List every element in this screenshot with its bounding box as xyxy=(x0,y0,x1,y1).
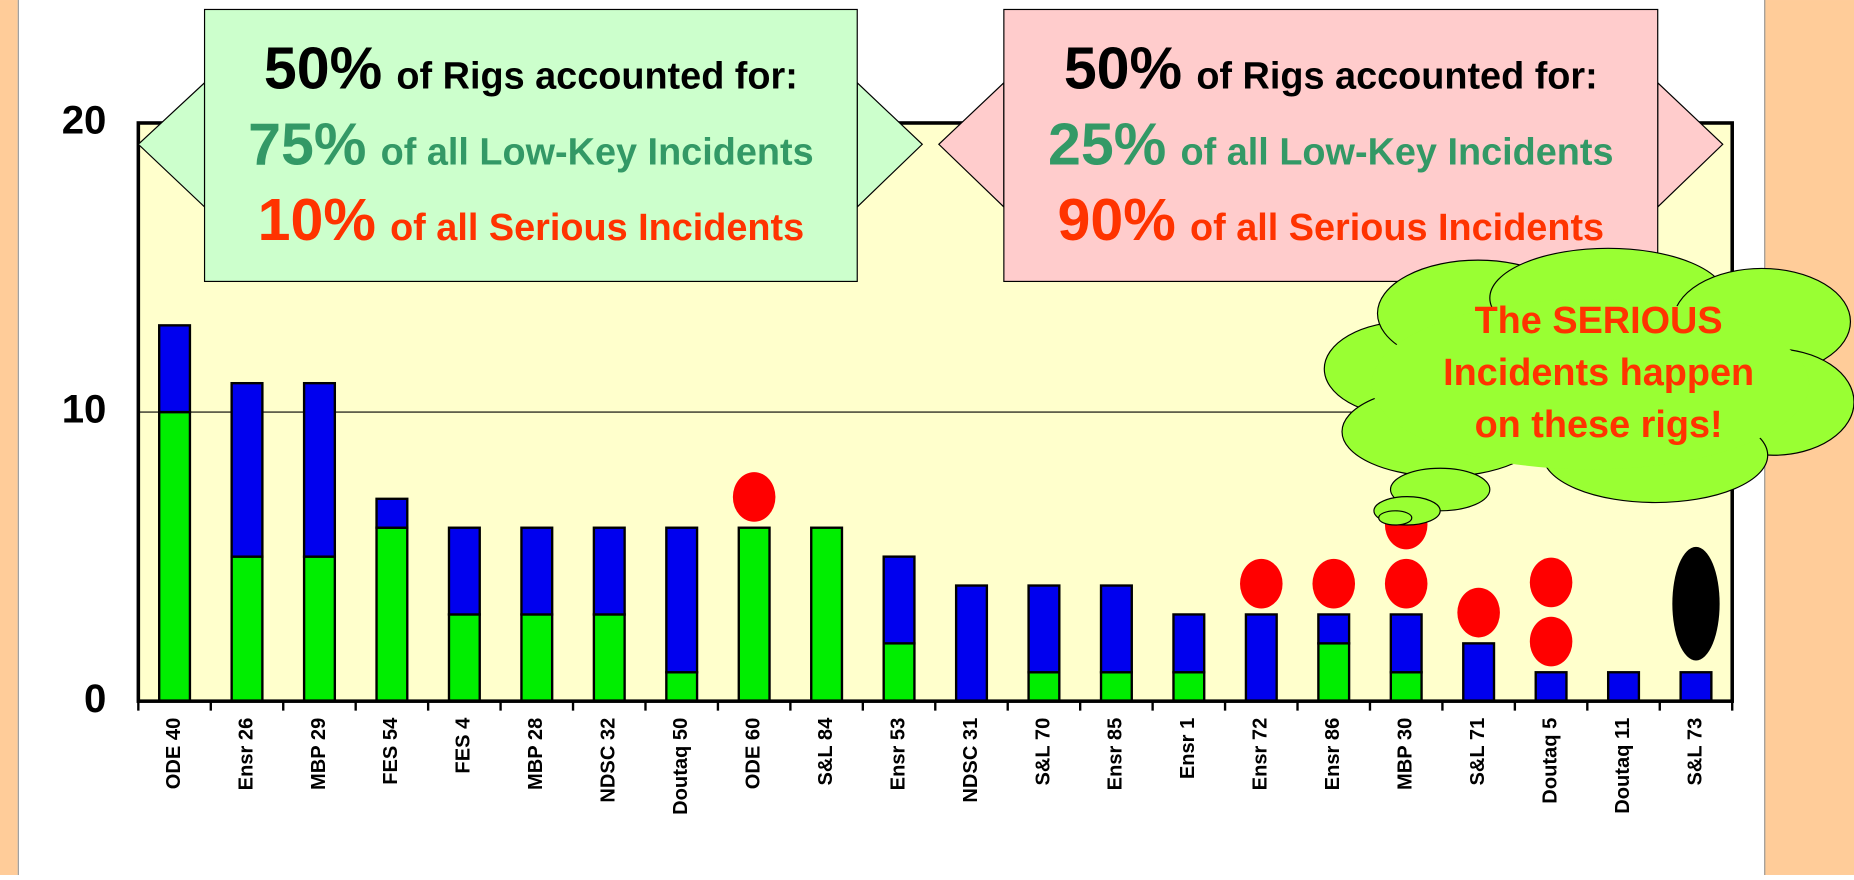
bar-segment xyxy=(1029,672,1060,701)
callout: 50% of Rigs accounted for: 75% of all Low-K… xyxy=(138,9,922,281)
cloud-bubble xyxy=(1379,511,1412,525)
side-strip-edge xyxy=(18,0,19,875)
serious-marker xyxy=(1385,559,1428,609)
cloud-line: on these rigs! xyxy=(1475,404,1723,446)
bar-segment xyxy=(594,614,625,701)
callout-text: of all Low-Key Incidents xyxy=(381,131,814,173)
bar-segment xyxy=(884,643,915,701)
y-tick-label: 20 xyxy=(62,98,107,143)
callout-text: of Rigs accounted for: xyxy=(1196,56,1597,98)
bar-segment xyxy=(449,528,480,615)
bar-segment xyxy=(521,528,552,615)
callout: 50% of Rigs accounted for: 25% of all Low-K… xyxy=(939,9,1723,281)
bar-segment xyxy=(377,528,408,701)
bar-segment xyxy=(1536,672,1567,701)
x-tick-label: NDSC 32 xyxy=(598,718,620,803)
bar-segment xyxy=(666,672,697,701)
serious-marker xyxy=(733,472,776,522)
x-tick-label: Ensr 1 xyxy=(1177,718,1199,779)
callout-text: of all Serious Incidents xyxy=(1190,207,1604,249)
bar-segment xyxy=(1318,614,1349,643)
bar-segment xyxy=(666,528,697,673)
serious-marker xyxy=(1530,558,1573,608)
x-tick-label: Ensr 86 xyxy=(1322,718,1344,791)
bar-segment xyxy=(1391,614,1422,672)
callout-percent: 50% xyxy=(264,35,382,102)
cloud-line: Incidents happen xyxy=(1443,352,1754,394)
bar-segment xyxy=(159,412,190,701)
x-tick-label: Ensr 53 xyxy=(887,718,909,791)
bar-segment xyxy=(449,614,480,701)
x-tick-label: S&L 71 xyxy=(1467,718,1489,786)
cloud-text: The SERIOUS Incidents happen on these rigs… xyxy=(1443,300,1754,446)
bar-segment xyxy=(1608,672,1639,701)
bar-segment xyxy=(594,528,625,615)
bar-segment xyxy=(739,528,770,701)
x-tick-label: NDSC 31 xyxy=(960,718,982,803)
callout-text: of Rigs accounted for: xyxy=(396,56,797,98)
bar-segment xyxy=(232,383,263,556)
x-tick-label: ODE 60 xyxy=(742,718,764,789)
serious-marker xyxy=(1530,617,1573,667)
y-tick-label: 10 xyxy=(62,387,107,432)
callout-percent: 90% xyxy=(1057,186,1175,253)
bar-segment xyxy=(884,557,915,644)
bar-segment xyxy=(1029,586,1060,673)
bar-segment xyxy=(159,325,190,412)
callout-percent: 10% xyxy=(258,186,376,253)
bar-segment xyxy=(1173,614,1204,672)
x-tick-label: S&L 70 xyxy=(1032,718,1054,786)
bar-segment xyxy=(1101,586,1132,673)
chart: 0 10 20 ODE 40 Ensr 26 MBP 29 FES 54 FES 4 MBP 2… xyxy=(0,0,1854,875)
x-tick-label: Ensr 72 xyxy=(1250,718,1272,791)
x-tick-label: MBP 30 xyxy=(1395,718,1417,790)
x-tick-label: Doutaq 50 xyxy=(670,718,692,815)
bar-segment xyxy=(1318,643,1349,701)
x-tick-label: MBP 29 xyxy=(308,718,330,790)
bar-segment xyxy=(304,383,335,556)
x-tick-label: Doutaq 5 xyxy=(1539,718,1561,804)
callout-percent: 25% xyxy=(1048,110,1166,177)
serious-marker xyxy=(1672,547,1719,661)
bar-segment xyxy=(1101,672,1132,701)
x-tick-label: MBP 28 xyxy=(525,718,547,790)
bar-segment xyxy=(377,499,408,528)
x-tick-label: FES 54 xyxy=(380,717,402,785)
x-tick-label: S&L 84 xyxy=(815,717,837,786)
x-tick-label: Ensr 85 xyxy=(1105,718,1127,791)
callout-percent: 50% xyxy=(1064,35,1182,102)
page: {"chart_data": {"type": "bar", "stacked"… xyxy=(0,0,1854,875)
x-tick-label: S&L 73 xyxy=(1684,718,1706,786)
x-tick-label: ODE 40 xyxy=(163,718,185,789)
bar-segment xyxy=(232,557,263,702)
x-tick-label: Doutaq 11 xyxy=(1612,718,1634,814)
bar-segment xyxy=(1391,672,1422,701)
callout-text: of all Serious Incidents xyxy=(390,207,804,249)
bar-segment xyxy=(1246,614,1277,701)
x-tick-label: Ensr 26 xyxy=(235,718,257,791)
bar-segment xyxy=(956,586,987,702)
x-tick-label: FES 4 xyxy=(453,717,475,774)
side-strip xyxy=(0,0,18,875)
bar-segment xyxy=(1681,672,1712,701)
bar-segment xyxy=(521,614,552,701)
callout-percent: 75% xyxy=(248,110,366,177)
bar-segment xyxy=(811,528,842,701)
serious-marker xyxy=(1457,588,1500,638)
serious-marker xyxy=(1240,559,1283,609)
bar-segment xyxy=(304,557,335,702)
bar-segment xyxy=(1463,643,1494,701)
y-tick-label: 0 xyxy=(84,676,106,721)
callout-text: of all Low-Key Incidents xyxy=(1181,131,1614,173)
bar-segment xyxy=(1173,672,1204,701)
cloud-line: The SERIOUS xyxy=(1475,300,1723,342)
serious-marker xyxy=(1312,559,1355,609)
